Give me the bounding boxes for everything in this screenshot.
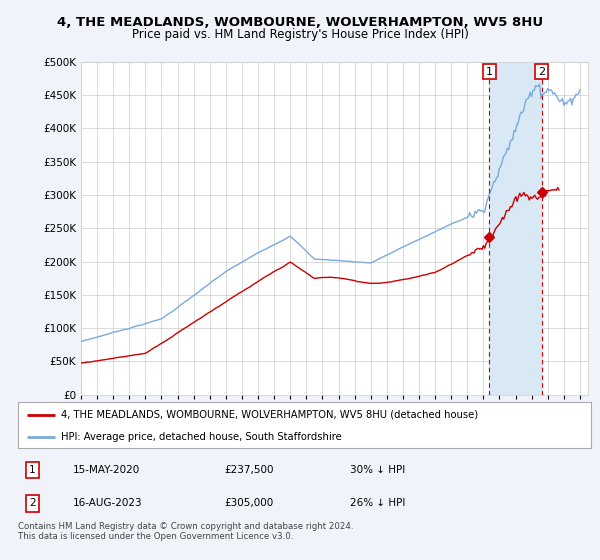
FancyBboxPatch shape: [18, 402, 591, 448]
Text: £237,500: £237,500: [224, 465, 274, 475]
Text: 16-AUG-2023: 16-AUG-2023: [73, 498, 142, 508]
Text: HPI: Average price, detached house, South Staffordshire: HPI: Average price, detached house, Sout…: [61, 432, 342, 441]
Text: 1: 1: [29, 465, 35, 475]
Bar: [490, 62, 542, 395]
Text: 26% ↓ HPI: 26% ↓ HPI: [350, 498, 406, 508]
Text: 1: 1: [486, 67, 493, 77]
Text: Price paid vs. HM Land Registry's House Price Index (HPI): Price paid vs. HM Land Registry's House …: [131, 28, 469, 41]
Text: Contains HM Land Registry data © Crown copyright and database right 2024.
This d: Contains HM Land Registry data © Crown c…: [18, 522, 353, 542]
Text: £305,000: £305,000: [224, 498, 274, 508]
Text: 4, THE MEADLANDS, WOMBOURNE, WOLVERHAMPTON, WV5 8HU: 4, THE MEADLANDS, WOMBOURNE, WOLVERHAMPT…: [57, 16, 543, 29]
Text: 30% ↓ HPI: 30% ↓ HPI: [350, 465, 406, 475]
Text: 4, THE MEADLANDS, WOMBOURNE, WOLVERHAMPTON, WV5 8HU (detached house): 4, THE MEADLANDS, WOMBOURNE, WOLVERHAMPT…: [61, 410, 478, 420]
Text: 2: 2: [538, 67, 545, 77]
Text: 2: 2: [29, 498, 35, 508]
Text: 15-MAY-2020: 15-MAY-2020: [73, 465, 140, 475]
